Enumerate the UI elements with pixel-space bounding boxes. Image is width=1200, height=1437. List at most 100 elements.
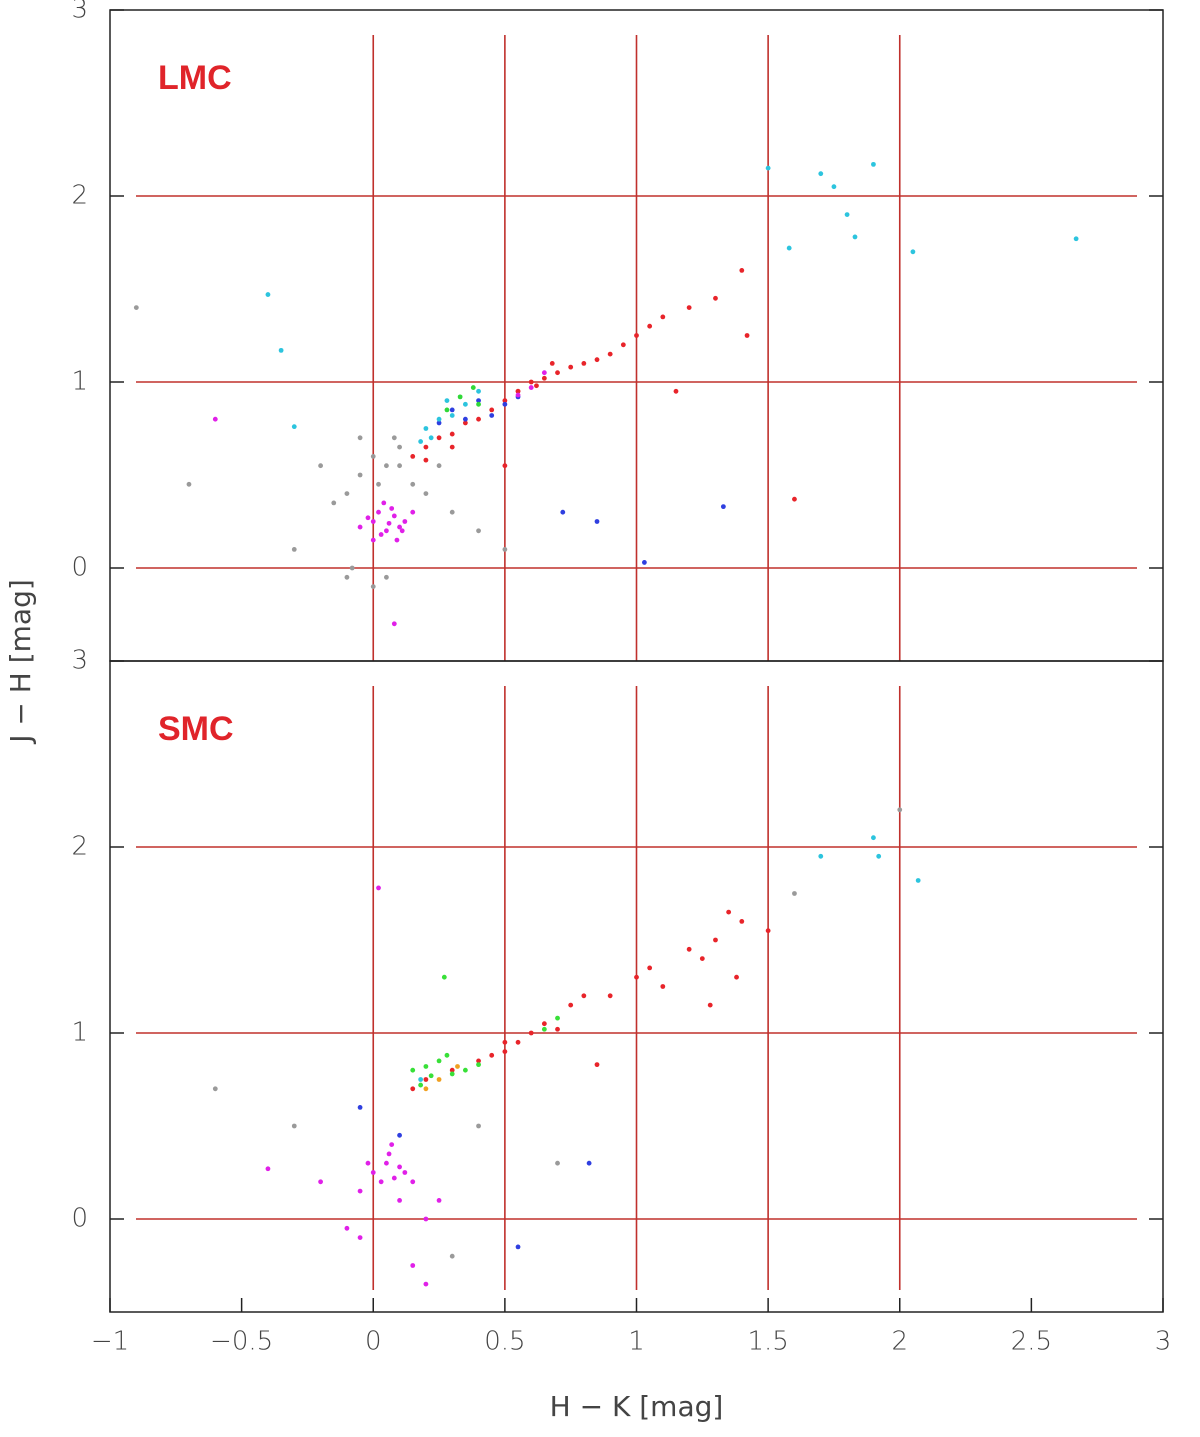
panel-label: SMC — [158, 710, 234, 748]
data-point — [318, 1179, 323, 1185]
data-point — [476, 1062, 481, 1068]
data-point — [476, 401, 481, 407]
data-point — [476, 1123, 481, 1129]
data-point — [489, 413, 495, 418]
data-point — [792, 891, 797, 896]
data-point — [449, 1253, 455, 1259]
data-point — [436, 416, 442, 422]
data-point — [489, 1052, 495, 1058]
data-point — [541, 370, 547, 376]
data-point — [344, 1225, 350, 1231]
data-point — [515, 388, 521, 394]
data-point — [291, 1123, 297, 1129]
data-point — [444, 1052, 450, 1058]
y-tick-label: 2 — [71, 832, 88, 862]
data-point — [265, 1166, 271, 1172]
data-point — [581, 361, 587, 366]
data-point — [462, 416, 468, 422]
data-point — [502, 463, 508, 469]
data-point — [344, 491, 350, 496]
data-point — [528, 385, 534, 390]
data-point — [423, 426, 429, 431]
x-tick-label: 1 — [628, 1327, 645, 1357]
data-point — [391, 513, 397, 519]
data-point — [212, 416, 218, 422]
y-tick-label: 0 — [71, 1204, 88, 1234]
data-point — [391, 435, 397, 441]
data-point — [370, 537, 376, 543]
data-point — [594, 519, 600, 524]
data-point — [457, 394, 463, 400]
data-point — [549, 361, 555, 366]
data-point — [291, 547, 297, 552]
data-point — [476, 416, 481, 422]
data-point — [397, 1132, 402, 1138]
data-point — [349, 565, 355, 571]
data-point — [394, 537, 400, 543]
data-point — [476, 388, 481, 394]
data-point — [634, 333, 639, 338]
data-point — [265, 292, 271, 297]
data-point — [397, 463, 402, 469]
data-point — [436, 435, 442, 441]
data-point — [376, 885, 381, 891]
data-point — [489, 407, 495, 413]
data-point — [786, 245, 792, 251]
data-point — [541, 1026, 547, 1032]
data-point — [594, 357, 600, 363]
data-point — [397, 524, 402, 530]
y-tick-label: 1 — [71, 1018, 88, 1048]
data-point — [818, 171, 824, 177]
data-point — [212, 1086, 218, 1092]
data-point — [449, 431, 455, 437]
data-point — [370, 454, 376, 459]
data-point — [449, 1067, 455, 1073]
data-point — [397, 444, 402, 450]
data-point — [423, 1064, 429, 1069]
data-point — [607, 351, 613, 357]
plot-frame — [109, 660, 1164, 1313]
data-point — [378, 1179, 384, 1185]
data-point — [318, 463, 323, 469]
y-tick-label: 3 — [71, 0, 88, 25]
data-point — [344, 574, 350, 580]
x-tick-label: 0.5 — [484, 1327, 525, 1357]
data-point — [423, 444, 429, 450]
data-point — [449, 444, 455, 450]
data-point — [534, 383, 539, 389]
data-point — [133, 305, 139, 310]
data-point — [739, 268, 745, 273]
data-point — [726, 909, 732, 915]
data-point — [765, 928, 771, 934]
data-point — [502, 1039, 508, 1045]
data-point — [555, 1015, 560, 1021]
data-point — [186, 481, 192, 487]
data-point — [707, 1002, 713, 1008]
data-point — [607, 993, 613, 999]
data-point — [476, 1058, 481, 1064]
data-point — [792, 496, 797, 502]
data-point — [502, 547, 508, 552]
x-tick-label: −0.5 — [210, 1327, 273, 1357]
x-tick-label: 3 — [1155, 1327, 1172, 1357]
data-point — [502, 1049, 508, 1054]
data-point — [410, 509, 416, 515]
data-point — [515, 1039, 521, 1045]
data-point — [555, 1160, 560, 1166]
data-point — [357, 1235, 363, 1240]
data-point — [897, 807, 903, 813]
data-point — [278, 347, 284, 353]
x-tick-label: 1.5 — [747, 1327, 788, 1357]
x-tick-label: 2.5 — [1011, 1327, 1052, 1357]
data-point — [384, 528, 389, 534]
data-point — [699, 956, 705, 961]
data-point — [910, 249, 916, 255]
data-point — [378, 532, 384, 537]
data-point — [410, 1263, 416, 1268]
data-point — [647, 323, 653, 329]
data-point — [418, 439, 424, 444]
data-point — [541, 1021, 547, 1027]
panel-label: LMC — [158, 59, 232, 97]
data-point — [357, 524, 363, 530]
